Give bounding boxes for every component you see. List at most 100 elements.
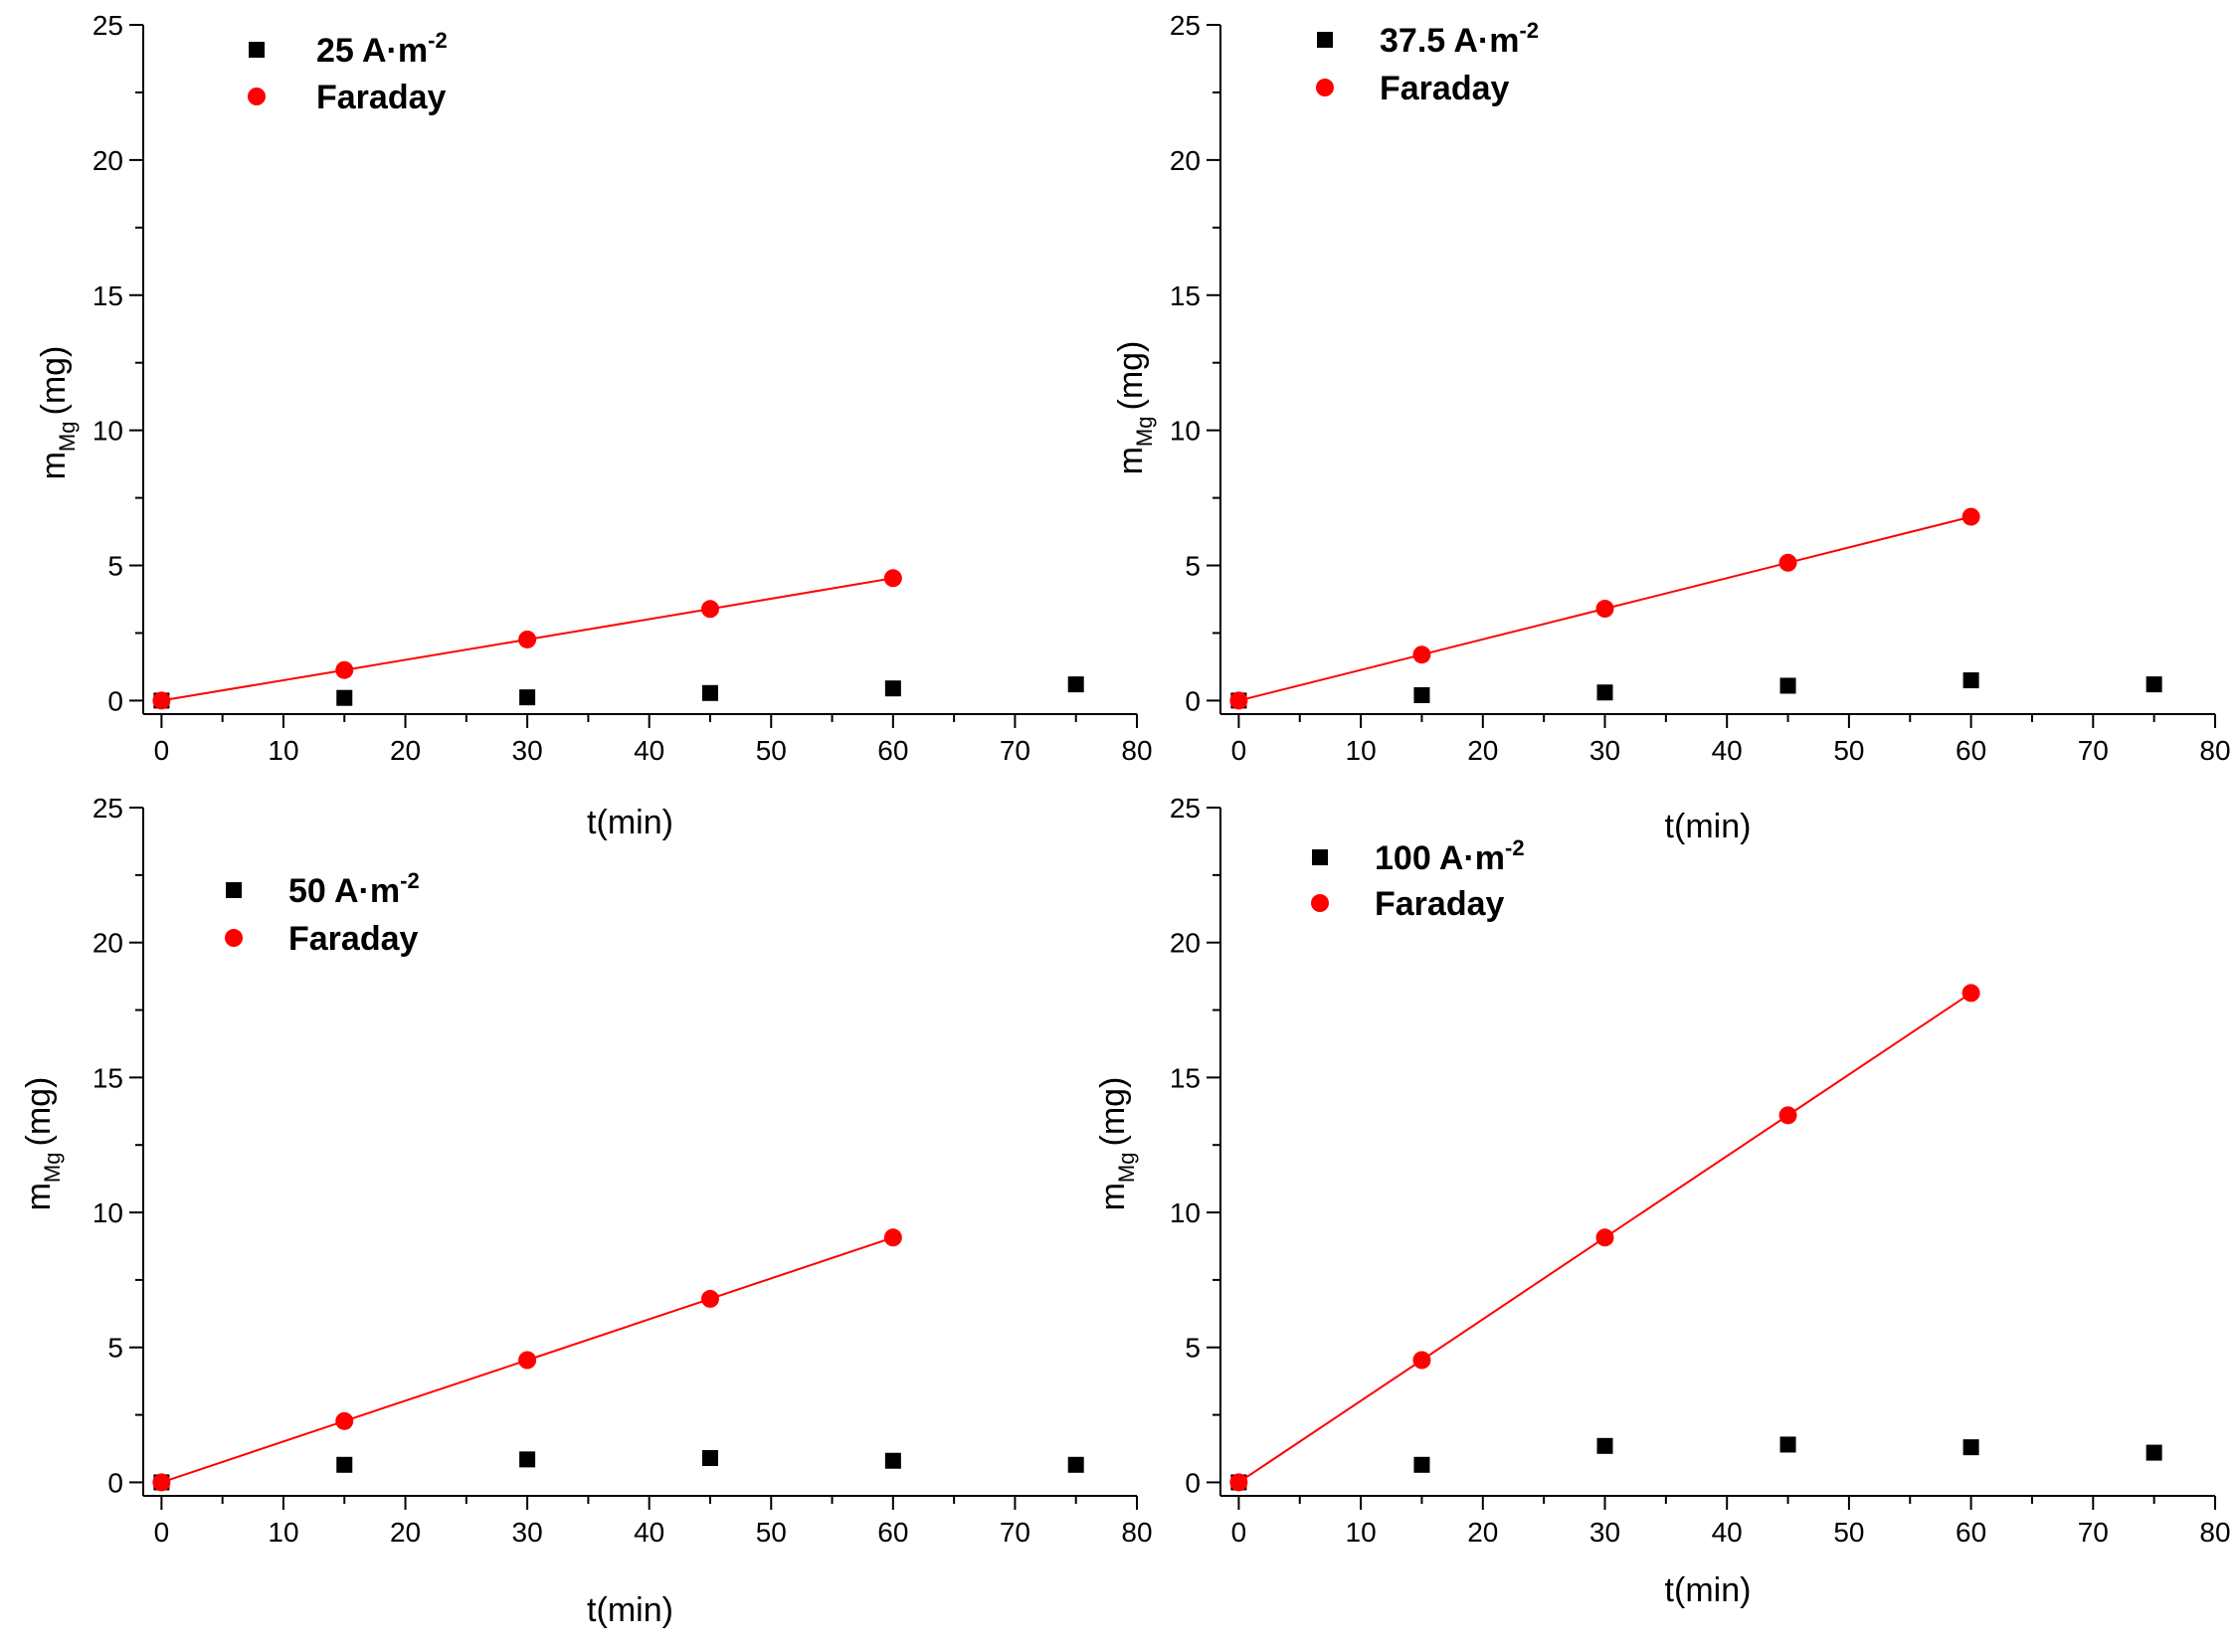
x-tick-label: 20 xyxy=(1467,735,1498,766)
legend-marker-square xyxy=(249,42,265,58)
x-tick-label: 50 xyxy=(756,1517,787,1548)
x-tick-label: 80 xyxy=(1121,1517,1152,1548)
legend-label-main: 37.5 A·m xyxy=(1380,22,1519,60)
y-axis-title-unit: (mg) xyxy=(1094,1077,1132,1147)
y-tick-label: 0 xyxy=(107,1467,123,1498)
data-point-faraday xyxy=(1412,1351,1431,1370)
y-axis-title-unit: (mg) xyxy=(1112,341,1150,411)
y-axis-title-sub: Mg xyxy=(1132,417,1157,448)
panel-2: 0 10 20 30 40 50 60 70 80 0 5 10 15 20 25 t(min) mMg (mg)… xyxy=(1112,10,2231,845)
legend-label-main: 100 A·m xyxy=(1375,839,1505,877)
data-point-faraday xyxy=(1961,984,1980,1003)
x-tick-label: 0 xyxy=(1231,1517,1247,1548)
y-tick-label: 0 xyxy=(1185,685,1201,716)
legend-label-sup: -2 xyxy=(1505,835,1525,860)
y-tick-label: 5 xyxy=(1185,551,1201,582)
data-point-measured xyxy=(336,1456,353,1473)
y-tick-label: 5 xyxy=(1185,1333,1201,1364)
y-axis-title: mMg (mg) xyxy=(20,1077,65,1211)
data-point-measured xyxy=(519,1451,536,1468)
data-point-faraday xyxy=(1412,645,1431,664)
x-tick-label: 60 xyxy=(877,735,908,766)
x-tick-label: 40 xyxy=(634,735,664,766)
legend-marker-square xyxy=(226,882,242,898)
legend-label: Faraday xyxy=(1375,885,1504,923)
x-tick-label: 40 xyxy=(1712,1517,1743,1548)
y-tick-label: 10 xyxy=(1170,1197,1201,1228)
x-tick-label: 10 xyxy=(268,735,298,766)
x-tick-label: 20 xyxy=(1467,1517,1498,1548)
data-point-faraday xyxy=(1595,600,1614,619)
data-point-faraday xyxy=(335,1411,354,1430)
legend-label-sup: -2 xyxy=(400,868,420,893)
data-point-measured xyxy=(1779,1436,1796,1453)
legend-label: 50 A·m-2 xyxy=(288,868,420,910)
x-tick-label: 30 xyxy=(1589,735,1620,766)
y-tick-label: 25 xyxy=(1170,793,1201,824)
panel-1: 0 10 20 30 40 50 60 70 800510152025t(min)mMg(mg)… xyxy=(35,10,1153,841)
y-axis-title: mMg (mg) xyxy=(35,346,80,480)
y-axis-title-main: m xyxy=(1094,1183,1132,1210)
data-point-faraday xyxy=(700,1289,719,1308)
data-point-measured xyxy=(1413,1456,1430,1473)
data-point-faraday xyxy=(152,691,171,710)
data-point-measured xyxy=(2146,676,2162,693)
x-tick-label: 10 xyxy=(268,1517,298,1548)
data-point-faraday xyxy=(518,1351,537,1370)
data-point-measured xyxy=(1413,686,1430,703)
data-point-faraday xyxy=(883,1228,902,1247)
legend-marker-square xyxy=(1317,32,1333,48)
x-tick-label: 30 xyxy=(1589,1517,1620,1548)
x-axis-title: t(min) xyxy=(587,804,673,841)
legend-label-sup: -2 xyxy=(1519,18,1539,43)
y-tick-label: 0 xyxy=(1185,1467,1201,1498)
legend-marker-circle xyxy=(225,929,243,947)
x-tick-label: 60 xyxy=(1956,1517,1986,1548)
data-point-measured xyxy=(701,1450,718,1467)
x-tick-label: 30 xyxy=(512,735,543,766)
x-tick-label: 10 xyxy=(1346,735,1377,766)
panel-4: 0 10 20 30 40 50 60 70 80 0 5 10 15 20 25 t(min) mMg (mg)… xyxy=(1094,793,2231,1609)
y-tick-label: 10 xyxy=(93,1197,123,1228)
y-tick-label: 5 xyxy=(107,551,123,582)
x-tick-label: 80 xyxy=(2199,735,2230,766)
data-point-faraday xyxy=(883,569,902,588)
x-tick-label: 20 xyxy=(390,1517,421,1548)
x-tick-label: 50 xyxy=(1833,1517,1864,1548)
y-tick-label: 15 xyxy=(1170,1062,1201,1093)
x-tick-label: 80 xyxy=(1121,735,1152,766)
x-tick-label: 30 xyxy=(512,1517,543,1548)
data-point-faraday xyxy=(335,660,354,679)
legend-marker-circle xyxy=(1316,79,1334,96)
x-tick-label: 70 xyxy=(2078,1517,2109,1548)
data-point-measured xyxy=(1596,684,1613,701)
y-tick-label: 20 xyxy=(93,145,123,176)
legend-label: 37.5 A·m-2 xyxy=(1380,18,1539,60)
x-tick-label: 40 xyxy=(634,1517,664,1548)
legend-label-main: 50 A·m xyxy=(288,872,400,910)
x-axis-title: t(min) xyxy=(1665,808,1752,845)
x-tick-label: 0 xyxy=(154,1517,170,1548)
y-tick-label: 15 xyxy=(1170,280,1201,311)
x-tick-label: 10 xyxy=(1346,1517,1377,1548)
legend-label: Faraday xyxy=(1380,70,1509,107)
y-axis-title: mMg (mg) xyxy=(1112,341,1157,475)
data-point-faraday xyxy=(1229,691,1248,710)
y-axis-title-main: m xyxy=(35,452,73,479)
y-tick-label: 0 xyxy=(107,685,123,716)
y-tick-label: 15 xyxy=(93,280,123,311)
data-point-measured xyxy=(336,689,353,706)
legend-label-main: Faraday xyxy=(1380,70,1509,107)
x-tick-label: 20 xyxy=(390,735,421,766)
y-tick-label: 25 xyxy=(1170,10,1201,41)
data-point-measured xyxy=(1779,677,1796,694)
x-tick-label: 40 xyxy=(1712,735,1743,766)
y-tick-label: 20 xyxy=(93,928,123,959)
y-tick-label: 15 xyxy=(93,1062,123,1093)
y-tick-label: 20 xyxy=(1170,145,1201,176)
x-tick-label: 50 xyxy=(756,735,787,766)
y-tick-label: 5 xyxy=(107,1333,123,1364)
data-point-faraday xyxy=(700,600,719,619)
legend-label: Faraday xyxy=(288,920,418,958)
x-tick-label: 60 xyxy=(877,1517,908,1548)
